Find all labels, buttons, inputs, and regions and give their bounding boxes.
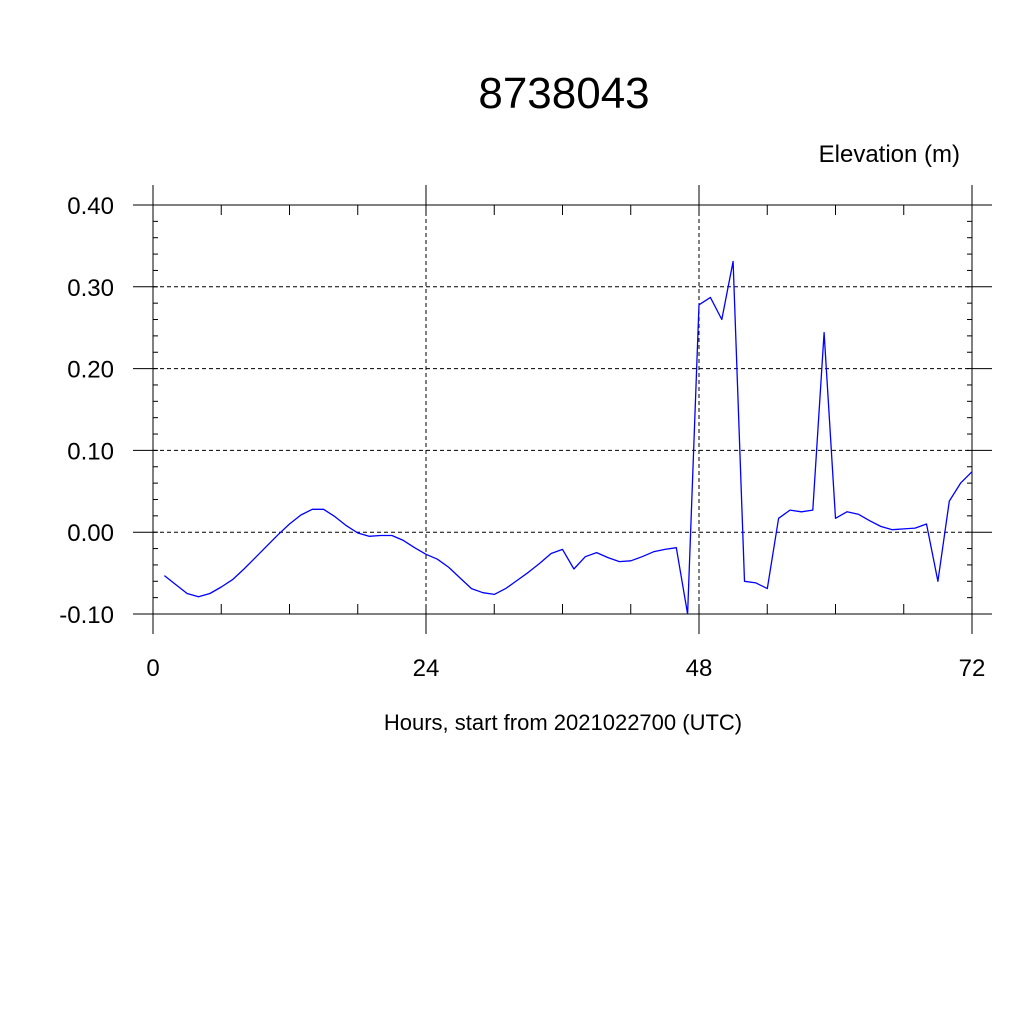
minor-ticks (152, 204, 973, 615)
x-tick-label: 72 (959, 655, 986, 682)
y-axis-labels: -0.10 0.00 0.10 0.20 0.30 0.40 (59, 193, 114, 629)
chart-title: 8738043 (478, 69, 649, 118)
plot-border (152, 204, 973, 615)
x-axis-labels: 0 24 48 72 (146, 655, 985, 682)
chart-subtitle: Elevation (m) (819, 141, 960, 168)
x-tick-label: 24 (413, 655, 440, 682)
y-tick-label: -0.10 (59, 602, 114, 629)
y-tick-label: 0.30 (67, 275, 114, 302)
y-tick-label: 0.20 (67, 357, 114, 384)
series-line (163, 260, 973, 615)
y-tick-label: 0.00 (67, 520, 114, 547)
plot-frame (133, 185, 992, 634)
y-tick-label: 0.10 (67, 438, 114, 465)
x-axis-title: Hours, start from 2021022700 (UTC) (384, 710, 742, 735)
data-series (163, 260, 973, 615)
x-tick-label: 0 (146, 655, 159, 682)
y-tick-label: 0.40 (67, 193, 114, 220)
grid (152, 204, 973, 615)
x-tick-label: 48 (686, 655, 713, 682)
